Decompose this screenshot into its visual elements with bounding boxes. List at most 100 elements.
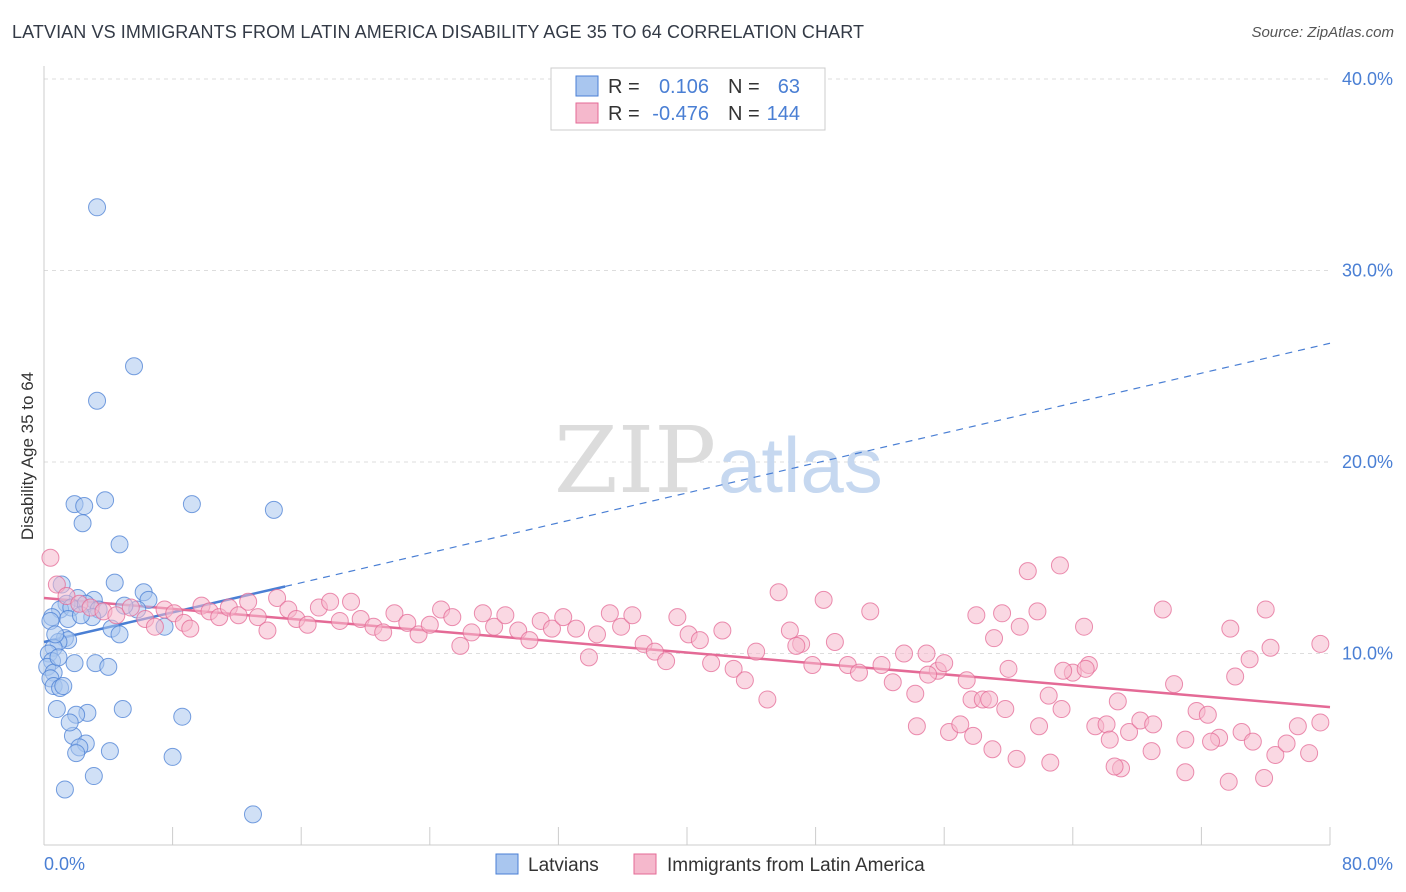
- legend: Latvians Immigrants from Latin America: [495, 853, 925, 876]
- legend-label-latvians: Latvians: [528, 855, 599, 876]
- latin-america-point: [385, 604, 404, 623]
- latin-america-point: [1226, 667, 1245, 686]
- latin-america-point: [181, 619, 200, 638]
- latin-america-point: [895, 644, 914, 663]
- latin-america-point: [1054, 661, 1073, 680]
- latin-america-point: [769, 583, 788, 602]
- latin-america-point: [1219, 772, 1238, 791]
- latin-america-point: [803, 655, 822, 674]
- stats-swatch-latvians: [575, 75, 599, 97]
- latin-america-point: [1255, 768, 1274, 787]
- latvians-point: [88, 391, 107, 410]
- latin-america-point: [612, 617, 631, 636]
- latvians-point: [60, 713, 79, 732]
- latin-america-point: [657, 652, 676, 671]
- latin-america-point: [248, 608, 267, 627]
- latin-america-point: [1108, 692, 1127, 711]
- scatter-points: [38, 198, 1330, 824]
- latin-america-point: [1076, 659, 1095, 678]
- stats-r-value-2: -0.476: [652, 103, 709, 125]
- latin-america-point: [861, 602, 880, 621]
- latin-america-point: [1240, 650, 1259, 669]
- latin-america-point: [47, 575, 66, 594]
- stats-r-label-1: R =: [608, 76, 640, 98]
- latvians-point: [264, 500, 283, 519]
- latin-america-point: [1221, 619, 1240, 638]
- latin-america-point: [964, 726, 983, 745]
- latvians-point: [84, 767, 103, 786]
- latin-america-point: [850, 663, 869, 682]
- chart-title: LATVIAN VS IMMIGRANTS FROM LATIN AMERICA…: [12, 22, 865, 42]
- latin-america-point: [996, 700, 1015, 719]
- latin-america-point: [41, 548, 60, 567]
- latin-america-point: [1142, 742, 1161, 761]
- latin-america-point: [985, 629, 1004, 648]
- latin-america-point: [298, 615, 317, 634]
- stats-swatch-latin-america: [575, 102, 599, 124]
- latin-america-point: [1256, 600, 1275, 619]
- latin-america-point: [668, 608, 687, 627]
- latin-america-point: [1097, 715, 1116, 734]
- latin-america-point: [1039, 686, 1058, 705]
- y-tick-label: 20.0%: [1342, 452, 1393, 472]
- latin-america-point: [145, 617, 164, 636]
- latin-america-point: [1311, 713, 1330, 732]
- y-tick-label: 10.0%: [1342, 644, 1393, 664]
- source-label: Source: ZipAtlas.com: [1251, 24, 1394, 41]
- latin-america-point: [758, 690, 777, 709]
- latin-america-point: [919, 665, 938, 684]
- latin-america-point: [980, 690, 999, 709]
- latvians-point: [99, 657, 118, 676]
- latin-america-point: [724, 659, 743, 678]
- latin-america-point: [1176, 763, 1195, 782]
- latin-america-point: [1075, 617, 1094, 636]
- latin-america-point: [268, 588, 287, 607]
- latin-america-point: [1028, 602, 1047, 621]
- latvians-point: [105, 573, 124, 592]
- y-axis-tick-labels: 10.0% 20.0% 30.0% 40.0%: [1342, 69, 1393, 664]
- latin-america-point: [420, 615, 439, 634]
- latin-america-point: [1041, 753, 1060, 772]
- latin-america-point: [567, 619, 586, 638]
- latvians-point: [54, 677, 73, 696]
- latin-america-point: [993, 604, 1012, 623]
- latvians-point: [163, 747, 182, 766]
- latin-america-point: [1153, 600, 1172, 619]
- latin-america-point: [825, 633, 844, 652]
- latin-america-point: [690, 631, 709, 650]
- y-tick-label: 40.0%: [1342, 69, 1393, 89]
- latin-america-point: [872, 655, 891, 674]
- latin-america-point: [1202, 732, 1221, 751]
- latin-america-point: [342, 592, 361, 611]
- latvians-point: [73, 514, 92, 533]
- latvians-point: [113, 700, 132, 719]
- watermark-zip: ZIP: [554, 407, 716, 514]
- stats-n-label-2: N =: [728, 103, 760, 125]
- latin-america-point: [398, 613, 417, 632]
- latin-america-point: [1243, 732, 1262, 751]
- latin-america-point: [1288, 717, 1307, 736]
- latvians-point: [96, 491, 115, 510]
- latin-america-point: [542, 619, 561, 638]
- latin-america-point: [957, 671, 976, 690]
- latin-america-point: [999, 659, 1018, 678]
- latvians-point: [55, 780, 74, 799]
- latin-america-point: [451, 636, 470, 655]
- latin-america-point: [1261, 638, 1280, 657]
- legend-swatch-latvians: [495, 853, 519, 875]
- legend-label-latin-america: Immigrants from Latin America: [667, 855, 925, 876]
- latvians-point: [243, 805, 262, 824]
- stats-n-value-2: 144: [767, 103, 800, 125]
- latin-america-point: [1165, 675, 1184, 694]
- stats-box: R = 0.106 N = 63 R = -0.476 N = 144: [550, 67, 826, 131]
- latvians-trend-extension: [284, 342, 1331, 588]
- latin-america-point: [814, 590, 833, 609]
- latin-america-point: [374, 623, 393, 642]
- latin-america-point: [747, 642, 766, 661]
- latin-america-point: [1010, 617, 1029, 636]
- latin-america-point: [443, 608, 462, 627]
- latvians-point: [65, 654, 84, 673]
- latin-america-point: [239, 592, 258, 611]
- stats-r-value-1: 0.106: [659, 76, 709, 98]
- latin-america-point: [907, 717, 926, 736]
